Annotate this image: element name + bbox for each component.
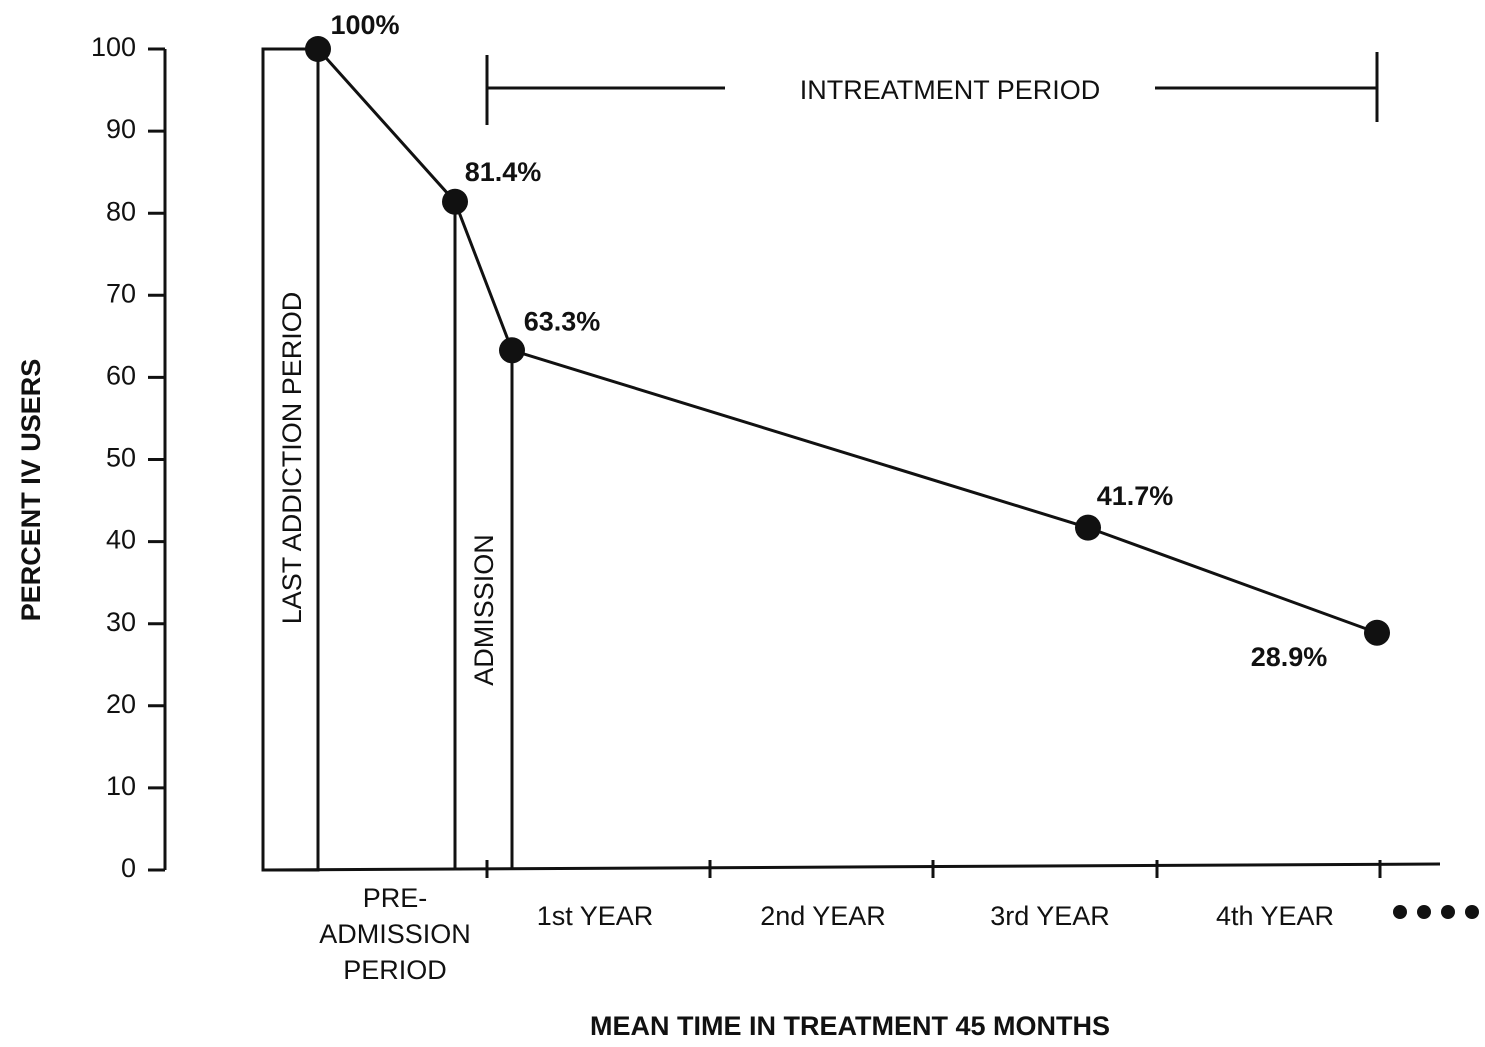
- y-tick-label: 30: [106, 607, 136, 637]
- y-tick-label: 70: [106, 278, 136, 308]
- x-tick-label: 1st YEAR: [537, 901, 654, 931]
- x-tick-label: 4th YEAR: [1216, 901, 1334, 931]
- point: [305, 36, 331, 62]
- ellipsis: [1393, 905, 1479, 919]
- y-tick-label: 80: [106, 196, 136, 226]
- x-tick-label: 2nd YEAR: [760, 901, 886, 931]
- point: [1075, 514, 1101, 541]
- x-tick-label: ADMISSION: [319, 919, 471, 949]
- annotation: LAST ADDICTION PERIOD: [277, 292, 307, 625]
- y-tick-label: 10: [106, 771, 136, 801]
- data-label: 63.3%: [524, 306, 601, 336]
- data-label: 100%: [330, 10, 399, 40]
- x-tick-label: PRE-: [363, 883, 428, 913]
- y-tick-label: 0: [121, 853, 136, 883]
- point: [499, 337, 525, 364]
- data-label: 81.4%: [465, 157, 542, 187]
- x-axis: [262, 862, 1441, 872]
- x-axis-label: MEAN TIME IN TREATMENT 45 MONTHS: [590, 1011, 1110, 1041]
- annotation: ADMISSION: [469, 534, 499, 686]
- y-tick-label: 40: [106, 525, 136, 555]
- data-label: 41.7%: [1097, 481, 1174, 511]
- y-tick-label: 20: [106, 689, 136, 719]
- annotation: INTREATMENT PERIOD: [800, 75, 1101, 105]
- y-tick-label: 100: [91, 32, 136, 62]
- data-label: 28.9%: [1251, 642, 1328, 672]
- x-tick-label: 3rd YEAR: [990, 901, 1110, 931]
- y-tick-label: 60: [106, 361, 136, 391]
- y-axis-label: PERCENT IV USERS: [16, 359, 46, 622]
- y-tick-label: 50: [106, 443, 136, 473]
- y-tick-label: 90: [106, 114, 136, 144]
- point: [442, 188, 468, 215]
- x-tick-label: PERIOD: [343, 955, 447, 985]
- point: [1364, 619, 1390, 646]
